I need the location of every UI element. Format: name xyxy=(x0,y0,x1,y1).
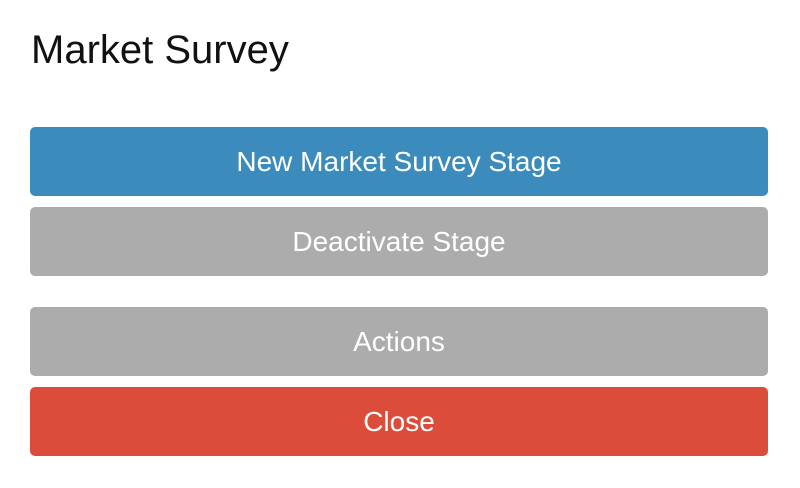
close-button[interactable]: Close xyxy=(30,387,768,456)
actions-button[interactable]: Actions xyxy=(30,307,768,376)
deactivate-stage-button[interactable]: Deactivate Stage xyxy=(30,207,768,276)
new-market-survey-stage-button[interactable]: New Market Survey Stage xyxy=(30,127,768,196)
page-title: Market Survey xyxy=(31,28,289,72)
